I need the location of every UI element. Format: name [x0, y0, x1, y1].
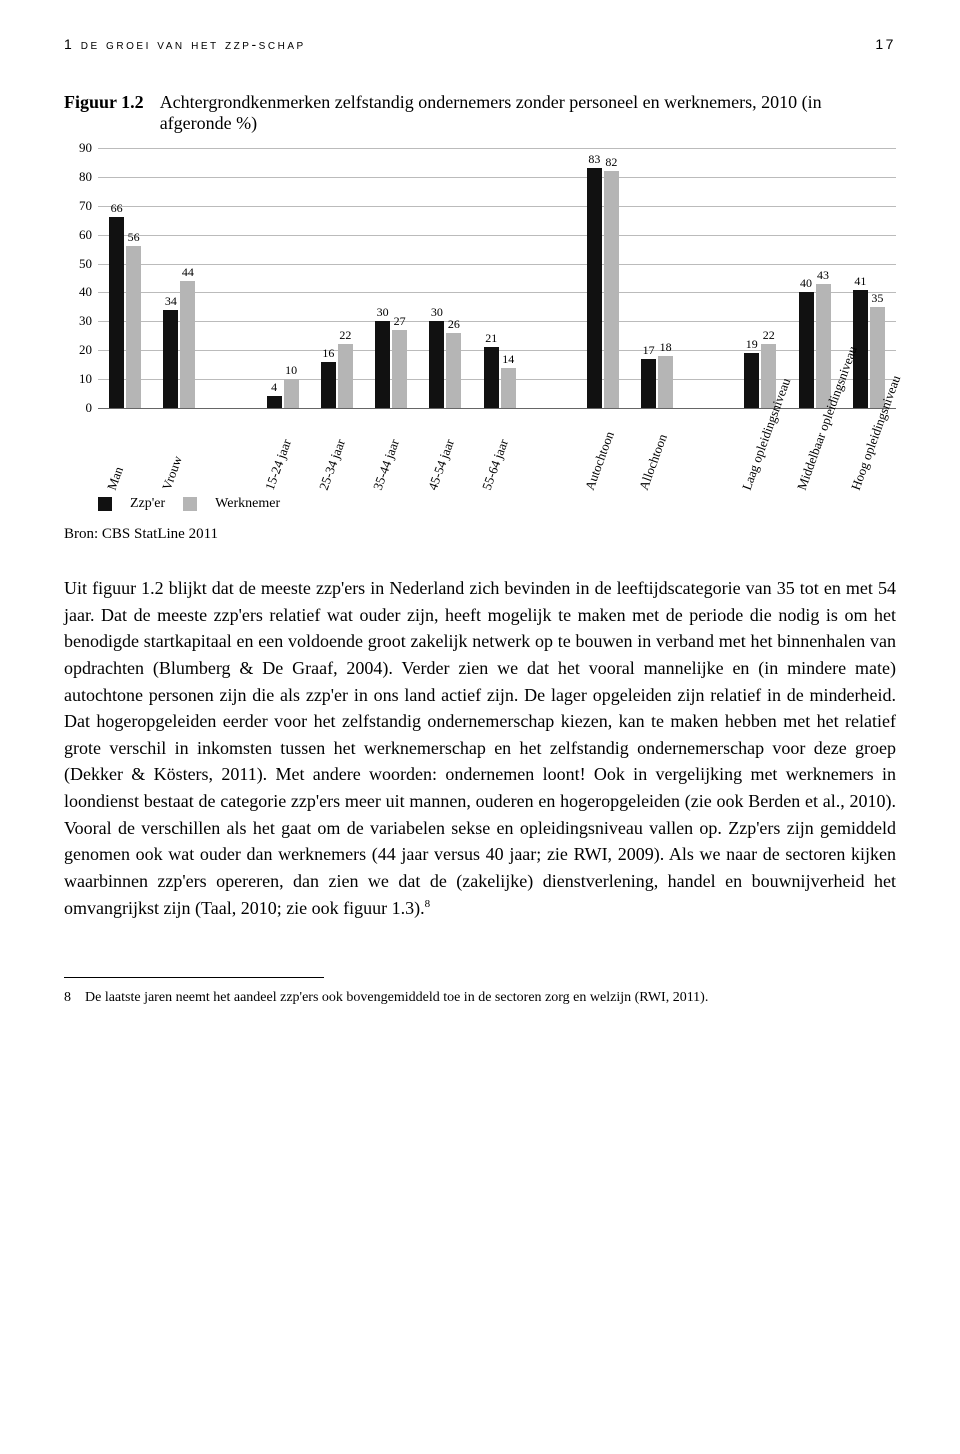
bar: 14 — [501, 368, 516, 408]
footnote: 8 De laatste jaren neemt het aandeel zzp… — [64, 988, 896, 1008]
running-head: 1 de groei van het zzp-schap 17 — [64, 36, 896, 52]
footnote-ref: 8 — [425, 898, 431, 910]
bar-value-label: 82 — [605, 155, 617, 170]
bar-value-label: 34 — [165, 294, 177, 309]
bar-group: 4043 — [787, 148, 841, 408]
bar: 30 — [429, 321, 444, 408]
bar-group: 6656 — [98, 148, 152, 408]
bar-value-label: 17 — [643, 343, 655, 358]
figure-caption: Achtergrondkenmerken zelfstandig onderne… — [160, 92, 860, 134]
bar-group: 3444 — [152, 148, 206, 408]
footnote-rule — [64, 977, 324, 978]
bar: 66 — [109, 217, 124, 408]
bar: 18 — [658, 356, 673, 408]
bar: 21 — [484, 347, 499, 408]
y-tick: 10 — [64, 371, 92, 387]
bar: 26 — [446, 333, 461, 408]
x-label: Hoog opleidingsniveau — [848, 412, 890, 493]
legend-swatch-werknemer — [183, 497, 197, 511]
x-label: Autochtoon — [582, 412, 624, 493]
body-text: Uit figuur 1.2 blijkt dat de meeste zzp'… — [64, 578, 896, 918]
bar-value-label: 43 — [817, 268, 829, 283]
x-label: 55-64 jaar — [479, 412, 521, 493]
bar-group: 3027 — [364, 148, 418, 408]
bar: 44 — [180, 281, 195, 408]
bar-value-label: 22 — [763, 328, 775, 343]
x-label: Middelbaar opleidingsniveau — [794, 412, 836, 493]
bar-value-label: 40 — [800, 276, 812, 291]
y-tick: 20 — [64, 342, 92, 358]
figure-heading: Figuur 1.2 Achtergrondkenmerken zelfstan… — [64, 92, 896, 134]
bar-group: 1922 — [733, 148, 787, 408]
x-label: 35-44 jaar — [370, 412, 412, 493]
body-paragraph: Uit figuur 1.2 blijkt dat de meeste zzp'… — [64, 575, 896, 921]
chart-legend: Zzp'er Werknemer — [98, 496, 280, 512]
bar-group: 2114 — [473, 148, 527, 408]
y-tick: 80 — [64, 169, 92, 185]
x-label: 15-24 jaar — [262, 412, 304, 493]
bar: 19 — [744, 353, 759, 408]
y-tick: 90 — [64, 140, 92, 156]
figure-chart: 0102030405060708090 66563444410162230273… — [64, 148, 896, 508]
bar: 82 — [604, 171, 619, 408]
bar-value-label: 41 — [854, 274, 866, 289]
bar-value-label: 35 — [871, 291, 883, 306]
bar: 17 — [641, 359, 656, 408]
bar-value-label: 16 — [322, 346, 334, 361]
figure-source: Bron: CBS StatLine 2011 — [64, 526, 896, 543]
y-tick: 40 — [64, 284, 92, 300]
figure-number: Figuur 1.2 — [64, 92, 144, 134]
x-label: 45-54 jaar — [424, 412, 466, 493]
bar-value-label: 10 — [285, 363, 297, 378]
bar-value-label: 22 — [339, 328, 351, 343]
bar-group: 1622 — [310, 148, 364, 408]
bar-group: 1718 — [630, 148, 684, 408]
bar: 10 — [284, 379, 299, 408]
bar-value-label: 30 — [377, 305, 389, 320]
bar-value-label: 26 — [448, 317, 460, 332]
bar-value-label: 18 — [660, 340, 672, 355]
bar-group: 8382 — [576, 148, 630, 408]
bar: 34 — [163, 310, 178, 408]
bar: 40 — [799, 292, 814, 408]
bar: 16 — [321, 362, 336, 408]
legend-label-zzper: Zzp'er — [130, 496, 165, 512]
bar-value-label: 19 — [746, 337, 758, 352]
x-label: Man — [104, 412, 146, 493]
bar-value-label: 30 — [431, 305, 443, 320]
y-tick: 50 — [64, 256, 92, 272]
running-head-right: 17 — [875, 36, 896, 52]
bar-value-label: 21 — [485, 331, 497, 346]
y-tick: 30 — [64, 313, 92, 329]
bar: 83 — [587, 168, 602, 408]
footnote-marker: 8 — [64, 988, 71, 1008]
bar-value-label: 44 — [182, 265, 194, 280]
bar: 56 — [126, 246, 141, 408]
legend-swatch-zzper — [98, 497, 112, 511]
running-head-left: 1 de groei van het zzp-schap — [64, 36, 306, 52]
bar-value-label: 66 — [111, 201, 123, 216]
y-tick: 60 — [64, 227, 92, 243]
bar: 4 — [267, 396, 282, 408]
bar-value-label: 14 — [502, 352, 514, 367]
bar-value-label: 56 — [128, 230, 140, 245]
bar-value-label: 4 — [271, 380, 277, 395]
legend-label-werknemer: Werknemer — [215, 496, 280, 512]
footnote-text: De laatste jaren neemt het aandeel zzp'e… — [85, 988, 708, 1008]
bar: 27 — [392, 330, 407, 408]
bar-group: 3026 — [418, 148, 472, 408]
y-tick: 0 — [64, 400, 92, 416]
x-label: 25-34 jaar — [316, 412, 358, 493]
bar-value-label: 27 — [394, 314, 406, 329]
x-label: Allochtoon — [636, 412, 678, 493]
bar: 22 — [338, 344, 353, 408]
x-label: Vrouw — [158, 412, 200, 493]
bar-value-label: 83 — [588, 152, 600, 167]
y-tick: 70 — [64, 198, 92, 214]
x-label: Laag opleidingsniveau — [739, 412, 781, 493]
bar-group: 410 — [255, 148, 309, 408]
bar: 30 — [375, 321, 390, 408]
